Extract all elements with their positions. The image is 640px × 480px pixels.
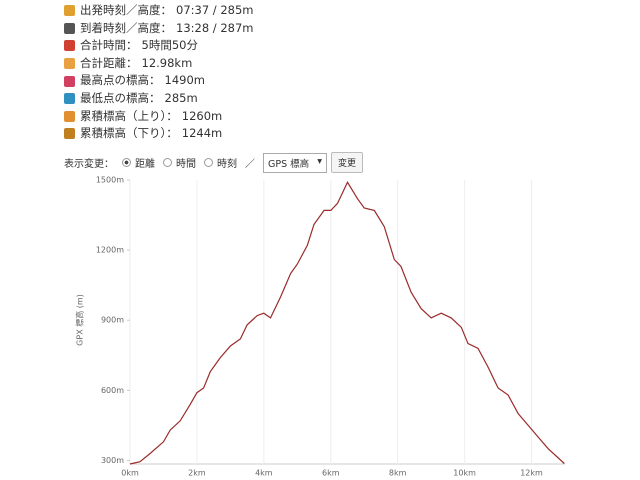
radio-label[interactable]: 距離 xyxy=(135,159,155,170)
radio[interactable] xyxy=(163,158,172,167)
y-axis-title: GPX 標高 (m) xyxy=(75,294,85,346)
stat-row: 累積標高（上り）： 1260m xyxy=(64,108,253,126)
stats: 出発時刻／高度： 07:37 / 285m 到着時刻／高度： 13:28 / 287m… xyxy=(64,2,253,143)
x-tick-label: 2km xyxy=(188,469,206,478)
x-tick-label: 6km xyxy=(322,469,340,478)
radio-label[interactable]: 時刻 xyxy=(217,159,237,170)
radio[interactable] xyxy=(122,158,131,167)
x-tick-label: 8km xyxy=(389,469,407,478)
stat-label: 合計距離： xyxy=(80,55,138,70)
x-tick-label: 0km xyxy=(121,469,139,478)
y-tick-label: 1500m xyxy=(96,176,124,185)
stat-row: 最低点の標高： 285m xyxy=(64,90,253,108)
stat-label: 累積標高（下り）： xyxy=(80,126,178,141)
stat-value: 07:37 / 285m xyxy=(176,3,254,17)
radio[interactable] xyxy=(204,158,213,167)
y-tick-label: 300m xyxy=(101,456,124,465)
arrow: ▾ xyxy=(317,155,322,167)
icon xyxy=(64,110,75,122)
icon xyxy=(64,93,75,105)
x-tick-label: 4km xyxy=(255,469,273,478)
stat-label: 到着時刻／高度： xyxy=(80,20,172,35)
controls-label: 表示変更： xyxy=(64,159,114,170)
y-tick-label: 900m xyxy=(101,316,124,325)
stat-value: 12.98km xyxy=(141,55,193,70)
stat-label: 合計時間： xyxy=(80,38,138,53)
stat-row: 合計時間： 5時間50分 xyxy=(64,37,253,55)
y-tick-label: 1200m xyxy=(96,246,124,255)
x-tick-label: 10km xyxy=(453,469,476,478)
stat-row: 累積標高（下り）： 1244m xyxy=(64,125,253,143)
select[interactable]: GPS 標高 ▾ xyxy=(263,152,327,173)
icon xyxy=(64,40,75,52)
stat-row: 合計距離： 12.98km xyxy=(64,55,253,73)
stat-row: 出発時刻／高度： 07:37 / 285m xyxy=(64,2,253,20)
stat-value: 1260m xyxy=(181,108,223,123)
controls: 表示変更： 距離 時間 時刻 ／ GPS 標高 ▾ 変更 xyxy=(64,152,364,173)
stat-value: 5時間50分 xyxy=(141,38,198,53)
radio-label[interactable]: 時間 xyxy=(176,159,196,170)
stat-row: 到着時刻／高度： 13:28 / 287m xyxy=(64,20,253,38)
y-tick-label: 600m xyxy=(101,386,124,395)
stat-label: 最高点の標高： xyxy=(80,73,161,88)
icon xyxy=(64,128,75,140)
icon xyxy=(64,75,75,87)
stat-value: 1244m xyxy=(181,126,223,141)
stat-label: 出発時刻／高度： xyxy=(80,3,172,17)
icon xyxy=(64,58,75,70)
select-text: GPS 標高 xyxy=(268,158,310,170)
separator: ／ xyxy=(245,159,255,170)
elevation-line xyxy=(129,181,565,465)
stat-value: 1490m xyxy=(164,73,205,88)
icon xyxy=(64,22,75,34)
stat-row: 最高点の標高： 1490m xyxy=(64,72,253,90)
stat-label: 累積標高（上り）： xyxy=(80,108,178,123)
stat-value: 13:28 / 287m xyxy=(176,20,254,35)
stat-label: 最低点の標高： xyxy=(80,90,161,105)
icon xyxy=(64,5,75,17)
button[interactable]: 変更 xyxy=(331,152,364,173)
stat-value: 285m xyxy=(164,90,198,105)
x-tick-label: 12km xyxy=(520,469,543,478)
